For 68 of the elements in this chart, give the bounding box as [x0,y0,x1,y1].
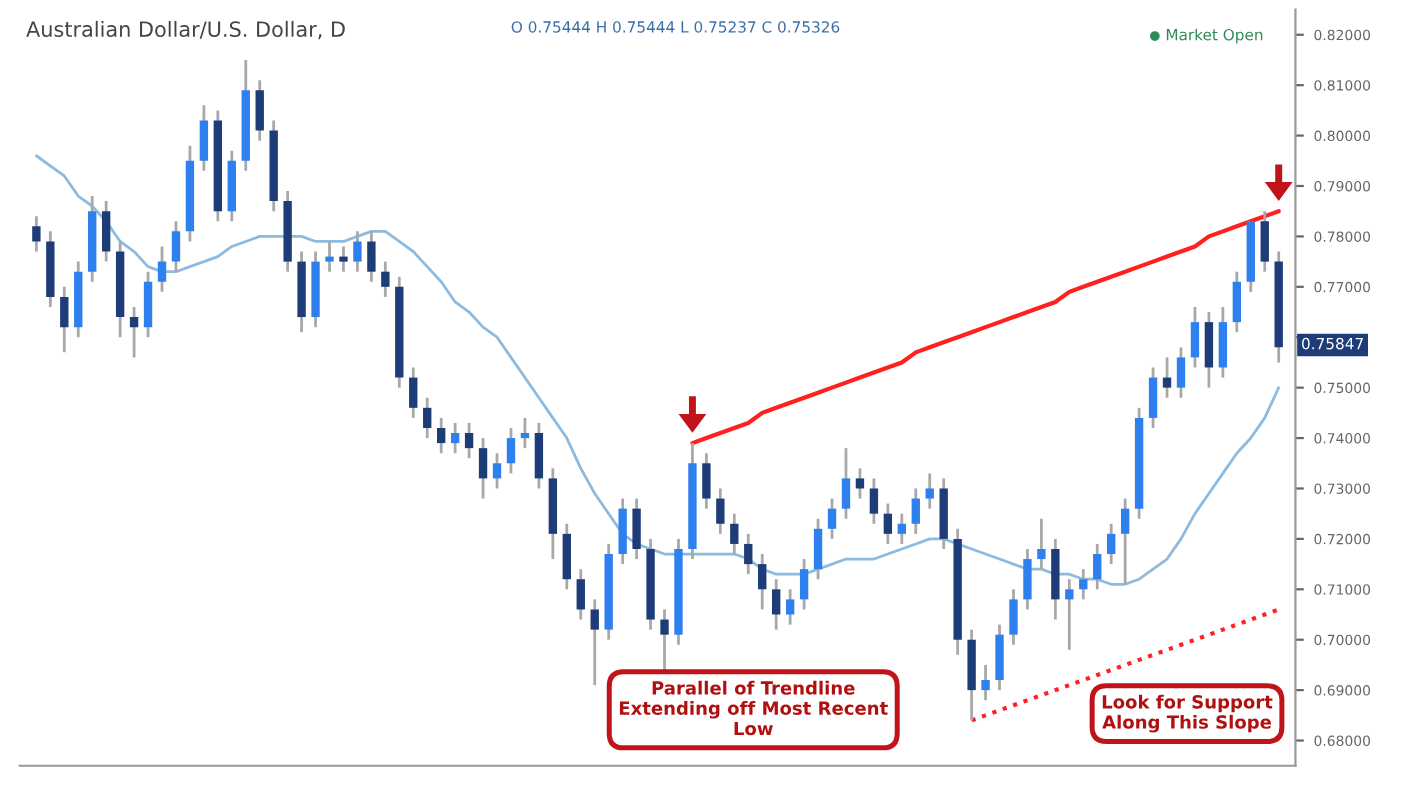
candlestick [325,240,334,274]
candlestick [1218,305,1228,379]
candlestick [32,214,41,253]
candlestick [1190,305,1200,369]
candlestick [618,497,627,566]
candlestick [464,421,474,460]
candlestick [381,260,390,299]
candlestick [632,497,641,561]
candlestick [436,416,446,455]
candlestick [995,623,1004,692]
chart-title: Australian Dollar/U.S. Dollar, D [26,20,345,40]
candlestick [199,103,209,173]
candlestick [129,305,139,359]
candlestick [1009,587,1018,647]
candlestick [758,552,767,611]
candlestick [716,487,725,536]
candlestick [576,567,585,621]
candlestick [339,245,348,274]
candlestick [409,366,418,420]
candlestick [1162,356,1172,400]
candlestick [562,522,571,591]
candlestick [1120,497,1130,586]
candlestick [772,577,781,632]
candlestick [702,451,711,511]
candlestick [492,451,502,490]
candlestick [450,421,460,455]
candlestick [534,421,544,490]
candlestick [897,512,906,546]
candlestick [799,557,809,611]
candlestick [423,396,432,440]
candlestick [827,497,837,541]
candlestick [157,245,167,294]
candlestick [1037,517,1046,571]
candlestick [520,416,530,450]
candlestick [911,487,920,536]
candlestick [883,502,893,546]
annotation: Parallel of Trendline Extending off Most Recent Low [619,680,888,736]
candlestick [1204,310,1214,390]
candlestick [981,663,990,702]
candlestick [1023,547,1032,611]
candlestick [730,512,739,556]
candlestick [1065,577,1074,652]
candlestick [813,517,823,581]
candlestick [171,219,181,274]
line-series [690,209,1281,446]
candlestick [60,285,69,354]
candlestick [1232,270,1242,334]
candlestick [1079,567,1088,601]
candlestick [590,598,599,687]
candlestick [1107,522,1116,566]
candlestick [869,477,879,526]
candlestick [367,229,376,284]
candlestick [478,436,488,500]
candlestick [101,199,111,264]
candlestick [1260,209,1269,274]
candlestick [255,78,264,143]
candlestick [1093,542,1102,591]
candlestick [1176,345,1186,400]
candlestick [353,229,362,274]
candlestick [855,466,865,500]
candlestick [506,426,516,475]
candlestick [143,270,153,339]
candlestick [1148,366,1158,430]
candlestick [785,587,795,626]
candlestick [744,532,753,576]
annotation: Look for Support Along This Slope [1102,694,1273,733]
candlestick [925,471,934,511]
candlestick [841,446,851,521]
